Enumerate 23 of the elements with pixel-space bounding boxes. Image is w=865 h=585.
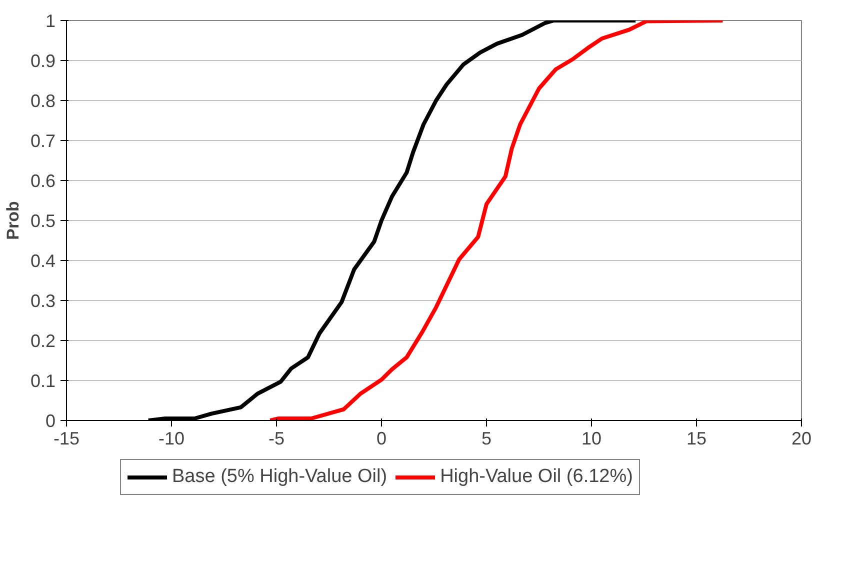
y-tick-label: 0.7 bbox=[30, 131, 56, 151]
y-tick-label: 0.5 bbox=[30, 211, 56, 231]
y-tick-label: 0.2 bbox=[30, 331, 56, 351]
y-tick-label: 0.3 bbox=[30, 291, 56, 311]
x-tick-label: 15 bbox=[686, 428, 707, 448]
y-tick-label: 0.1 bbox=[30, 371, 56, 391]
x-tick-label: -10 bbox=[158, 428, 185, 448]
x-tick-label: 0 bbox=[376, 428, 387, 448]
x-tick-label: 20 bbox=[791, 428, 812, 448]
y-tick-label: 0.9 bbox=[30, 51, 56, 71]
y-tick-label: 0.4 bbox=[30, 251, 56, 271]
x-tick-label: -5 bbox=[268, 428, 285, 448]
y-tick-label: 0.8 bbox=[30, 91, 56, 111]
x-tick-label: 10 bbox=[581, 428, 602, 448]
legend-label: Base (5% High-Value Oil) bbox=[172, 466, 388, 488]
line-series bbox=[268, 20, 725, 420]
legend-label: High-Value Oil (6.12%) bbox=[440, 466, 633, 488]
x-tick-label: -15 bbox=[53, 428, 80, 448]
y-tick-label: 0.6 bbox=[30, 171, 56, 191]
y-tick-label: 1 bbox=[45, 11, 56, 31]
x-tick-label: 5 bbox=[481, 428, 492, 448]
y-tick-label: 0 bbox=[45, 411, 56, 431]
y-axis-title: Prob bbox=[3, 201, 22, 240]
